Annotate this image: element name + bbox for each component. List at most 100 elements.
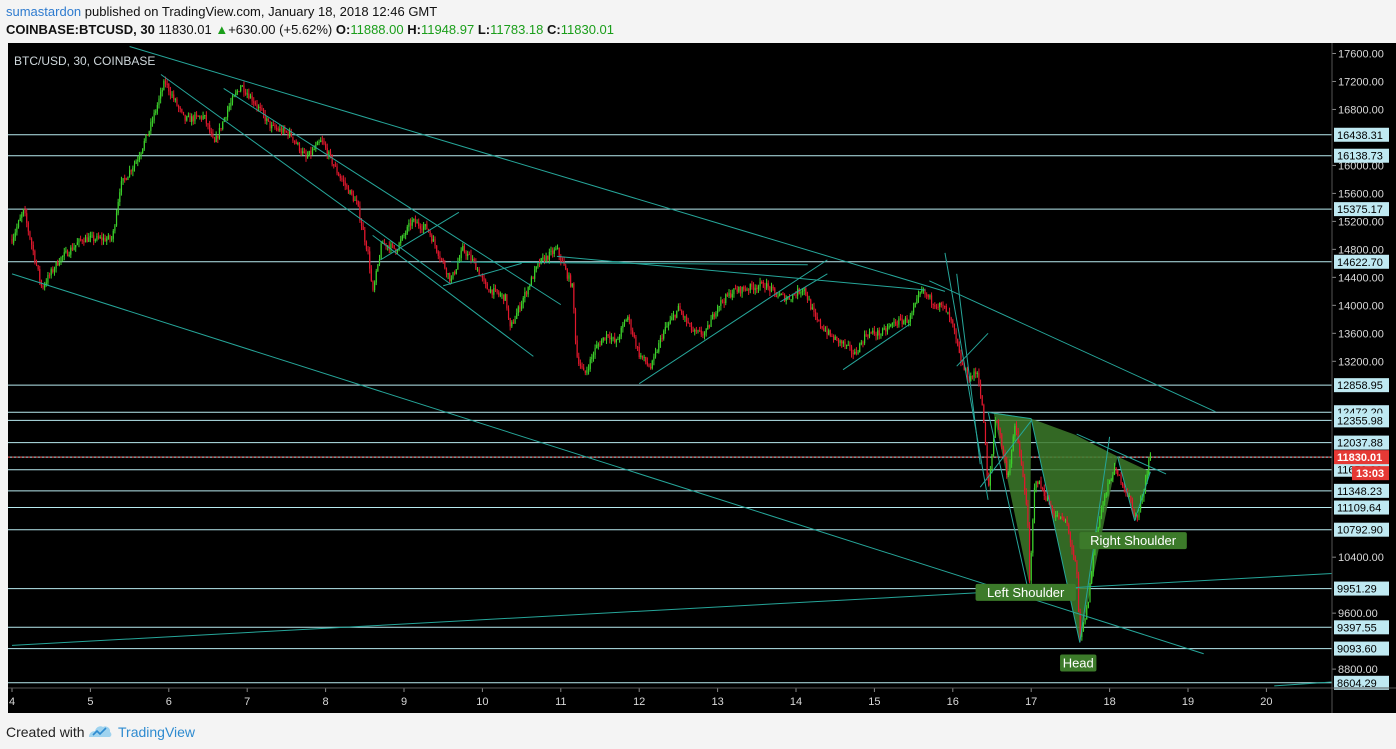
candle-body <box>821 326 823 329</box>
candle-body <box>1087 602 1089 608</box>
candle-body <box>186 116 188 121</box>
candle-body <box>555 248 557 250</box>
close-value: 11830.01 <box>560 22 614 37</box>
candle-body <box>323 140 325 145</box>
candle-body <box>164 80 167 84</box>
candle-body <box>1053 512 1055 517</box>
candle-body <box>556 248 559 250</box>
candle-body <box>584 370 586 373</box>
candle-body <box>860 342 862 344</box>
candle-body <box>797 288 799 296</box>
candle-body <box>34 250 36 262</box>
candle-body <box>896 324 898 326</box>
candle-body <box>741 286 743 294</box>
candle-body <box>112 230 114 239</box>
candle-body <box>674 314 676 318</box>
candle-body <box>586 370 588 373</box>
x-tick-label: 16 <box>947 696 959 708</box>
candle-body <box>48 275 51 277</box>
candle-body <box>573 283 575 309</box>
candle-body <box>930 295 933 304</box>
trend-line <box>1134 471 1151 521</box>
candle-body <box>75 245 77 248</box>
candle-body <box>401 235 403 240</box>
candle-body <box>122 178 124 182</box>
candle-body <box>150 122 152 132</box>
candle-body <box>264 114 266 121</box>
candle-body <box>240 86 242 92</box>
candle-body <box>530 277 532 286</box>
candle-body <box>191 116 193 122</box>
candle-body <box>274 125 276 128</box>
candle-body <box>391 243 394 245</box>
candle-body <box>975 371 977 374</box>
candle-body <box>1030 552 1032 581</box>
candle-body <box>94 239 96 241</box>
candle-body <box>885 328 887 332</box>
x-tick-label: 5 <box>87 696 93 708</box>
candle-body <box>828 330 830 335</box>
y-tick-label: 9600.00 <box>1338 608 1378 620</box>
candle-body <box>171 94 173 96</box>
candle-body <box>579 363 581 366</box>
candle-body <box>1128 495 1130 497</box>
candle-body <box>793 294 795 296</box>
candle-body <box>320 140 322 143</box>
candle-body <box>151 120 154 123</box>
candle-body <box>11 238 13 243</box>
candle-body <box>761 281 763 283</box>
candle-body <box>517 306 519 314</box>
candle-body <box>558 248 560 256</box>
candle-body <box>1149 454 1152 461</box>
candle-body <box>1140 499 1142 510</box>
candle-body <box>1004 453 1006 462</box>
trend-line <box>956 332 989 367</box>
candle-body <box>682 313 684 318</box>
level-tag <box>1334 254 1389 269</box>
candle-body <box>1064 520 1067 522</box>
candle-body <box>241 85 243 87</box>
candle-body <box>847 344 849 346</box>
candle-body <box>679 306 681 311</box>
candle-body <box>243 85 245 93</box>
candle-body <box>437 251 439 256</box>
candle-body <box>958 345 960 353</box>
tradingview-brand[interactable]: TradingView <box>118 724 196 740</box>
candle-body <box>823 328 825 331</box>
candle-body <box>199 116 201 118</box>
trend-line <box>11 573 1332 646</box>
candle-body <box>178 105 180 108</box>
candle-body <box>210 131 212 134</box>
candle-body <box>733 288 735 295</box>
candle-body <box>370 268 372 282</box>
candle-body <box>96 235 98 240</box>
candle-body <box>989 470 991 486</box>
candle-body <box>352 194 354 201</box>
candle-body <box>1110 479 1112 481</box>
level-tag-label: 10792.90 <box>1337 525 1383 537</box>
candle-body <box>249 95 252 99</box>
candle-body <box>367 249 369 252</box>
tradingview-logo-icon[interactable] <box>87 723 113 741</box>
level-tag <box>1334 378 1389 393</box>
candle-body <box>935 306 938 308</box>
candle-body <box>1060 516 1062 519</box>
level-tag-label: 12355.98 <box>1337 415 1383 427</box>
candle-body <box>120 181 123 193</box>
candle-body <box>1091 571 1093 584</box>
candle-body <box>483 277 485 281</box>
candle-body <box>1100 510 1103 518</box>
candle-body <box>1133 508 1135 517</box>
candle-body <box>1144 479 1147 491</box>
candle-body <box>790 299 792 301</box>
candle-body <box>181 109 183 112</box>
pattern-label-box <box>1079 532 1187 550</box>
candle-body <box>60 257 62 263</box>
candle-body <box>303 151 305 154</box>
footer: Created with TradingView <box>0 715 1396 749</box>
candle-body <box>1056 514 1058 516</box>
author-link[interactable]: sumastardon <box>6 4 82 19</box>
candle-body <box>628 316 630 320</box>
candle-body <box>406 226 408 234</box>
